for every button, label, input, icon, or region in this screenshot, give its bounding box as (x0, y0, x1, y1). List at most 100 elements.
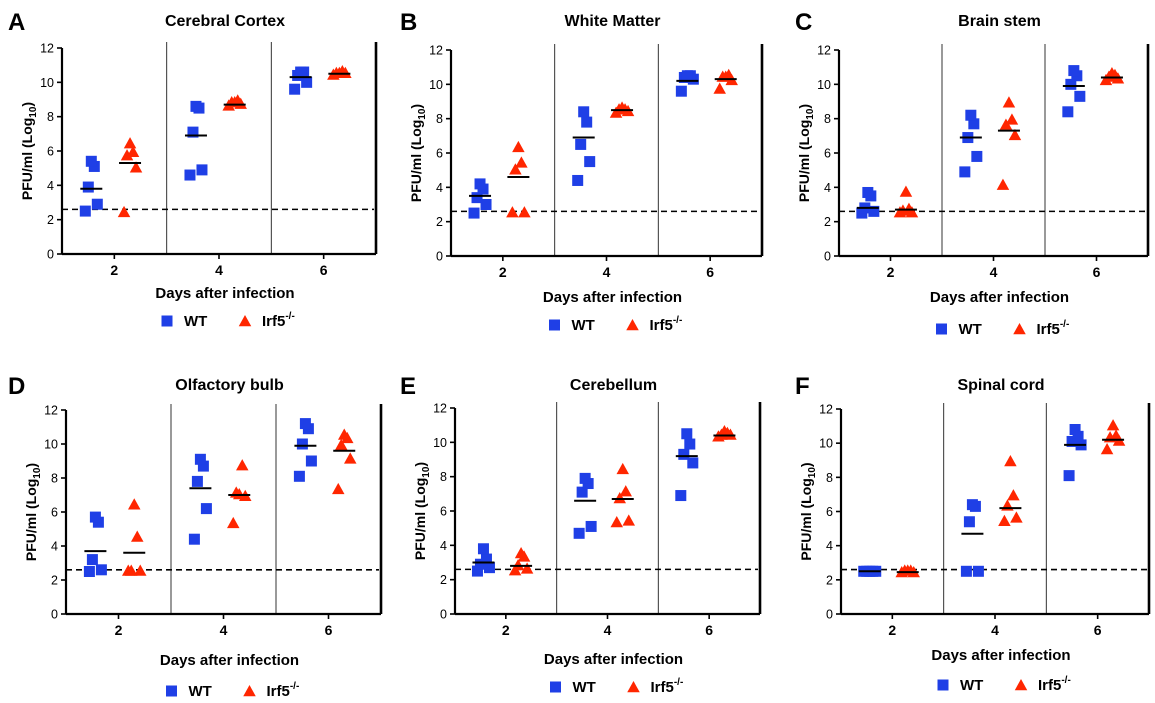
x-tick-label: 6 (1093, 264, 1101, 280)
data-point-wt (483, 562, 495, 574)
x-axis-label: Days after infection (160, 652, 299, 669)
legend-label-ko: Irf5-/- (1038, 675, 1071, 694)
x-tick-label: 2 (499, 264, 507, 280)
x-tick-label: 4 (990, 264, 998, 280)
data-point-ko (713, 82, 726, 94)
data-point-wt (1063, 470, 1075, 482)
y-axis-label-main: PFU/ml (Log (23, 479, 39, 561)
data-point-wt (1072, 430, 1084, 442)
legend-marker-ko (238, 315, 252, 327)
legend-label-ko: Irf5-/- (267, 681, 300, 700)
data-point-wt (675, 490, 687, 502)
x-tick-label: 6 (1094, 622, 1102, 638)
x-tick-label: 2 (115, 622, 123, 638)
x-axis-label: Days after infection (930, 289, 1069, 306)
y-axis-label: PFU/ml (Log10) (412, 462, 432, 560)
data-point-wt (471, 192, 483, 204)
data-point-wt (187, 126, 199, 138)
data-point-ko (233, 488, 246, 500)
data-point-wt (194, 453, 206, 465)
panel-letter: C (795, 9, 812, 36)
data-point-wt (578, 106, 590, 118)
x-tick-label: 4 (991, 622, 999, 638)
data-point-ko (506, 206, 519, 218)
legend-marker-ko (626, 319, 639, 331)
data-point-wt (575, 138, 587, 150)
y-tick-label: 8 (824, 112, 831, 126)
legend-label-ko-superscript: -/- (1060, 319, 1069, 330)
data-point-wt (289, 83, 301, 95)
x-tick-label: 6 (705, 622, 713, 638)
data-point-wt (959, 166, 971, 178)
y-tick-label: 6 (440, 505, 447, 519)
y-axis-label-subscript: 10 (807, 467, 818, 479)
data-point-ko (622, 514, 635, 526)
data-point-ko (1109, 429, 1123, 441)
data-point-wt (681, 70, 693, 82)
legend-label-ko: Irf5-/- (262, 311, 295, 330)
y-axis-label: PFU/ml (Log10) (796, 104, 816, 202)
y-axis-label-close: ) (23, 463, 39, 468)
y-tick-label: 2 (440, 573, 447, 587)
data-point-ko (134, 564, 147, 576)
data-point-wt (296, 438, 308, 450)
y-axis-label: PFU/ml (Log10) (798, 462, 818, 560)
y-tick-label: 4 (824, 181, 831, 195)
data-point-wt (968, 118, 980, 130)
legend: WT Irf5-/- (936, 319, 1069, 338)
y-axis-label-main: PFU/ml (Log (798, 478, 814, 560)
data-point-ko (518, 206, 531, 218)
data-point-ko (333, 66, 346, 79)
legend-label-ko: Irf5-/- (1037, 319, 1070, 338)
data-point-wt (572, 174, 584, 186)
data-point-ko (619, 485, 632, 497)
data-point-wt (200, 503, 212, 515)
data-point-ko (509, 163, 522, 175)
data-point-ko (344, 452, 357, 464)
data-point-ko (1005, 113, 1019, 125)
panel-letter: F (795, 373, 810, 400)
data-point-ko (902, 202, 916, 214)
data-point-wt (1069, 424, 1081, 435)
y-tick-label: 4 (826, 539, 833, 553)
data-point-ko (515, 156, 528, 168)
panel-title: Brain stem (958, 13, 1041, 30)
data-point-ko (996, 178, 1010, 190)
y-tick-label: 12 (44, 404, 58, 418)
data-point-wt (862, 186, 874, 198)
data-point-ko (1008, 128, 1022, 141)
y-axis-label: PFU/ml (Log10) (408, 104, 428, 202)
data-point-wt (678, 448, 690, 460)
data-point-wt (480, 553, 492, 565)
data-point-ko (998, 514, 1011, 527)
y-tick-label: 12 (433, 402, 447, 416)
data-point-wt (85, 155, 97, 167)
panel-letter: B (400, 9, 417, 36)
y-tick-label: 2 (824, 215, 831, 229)
data-point-wt (83, 566, 95, 577)
data-point-ko (131, 530, 144, 542)
legend-label-ko-main: Irf5 (262, 313, 285, 330)
data-point-wt (299, 418, 311, 430)
data-point-wt (966, 499, 978, 511)
data-point-ko (338, 428, 351, 440)
legend-marker-wt (166, 685, 177, 697)
data-point-wt (579, 472, 591, 484)
data-point-wt (1066, 435, 1078, 447)
legend-marker-ko (1013, 323, 1026, 335)
data-point-ko (1100, 443, 1114, 455)
data-point-ko (129, 161, 143, 173)
y-tick-label: 2 (47, 213, 54, 227)
data-point-wt (687, 457, 699, 469)
data-point-wt (675, 85, 687, 97)
data-point-wt (971, 150, 983, 162)
y-axis-label-subscript: 10 (32, 467, 43, 479)
y-tick-label: 12 (817, 44, 831, 58)
legend-label-wt: WT (189, 683, 212, 700)
legend-marker-wt (937, 679, 949, 691)
y-tick-label: 8 (440, 470, 447, 484)
panel-letter: D (8, 373, 25, 400)
data-point-ko (616, 462, 629, 475)
x-tick-label: 2 (110, 262, 118, 278)
